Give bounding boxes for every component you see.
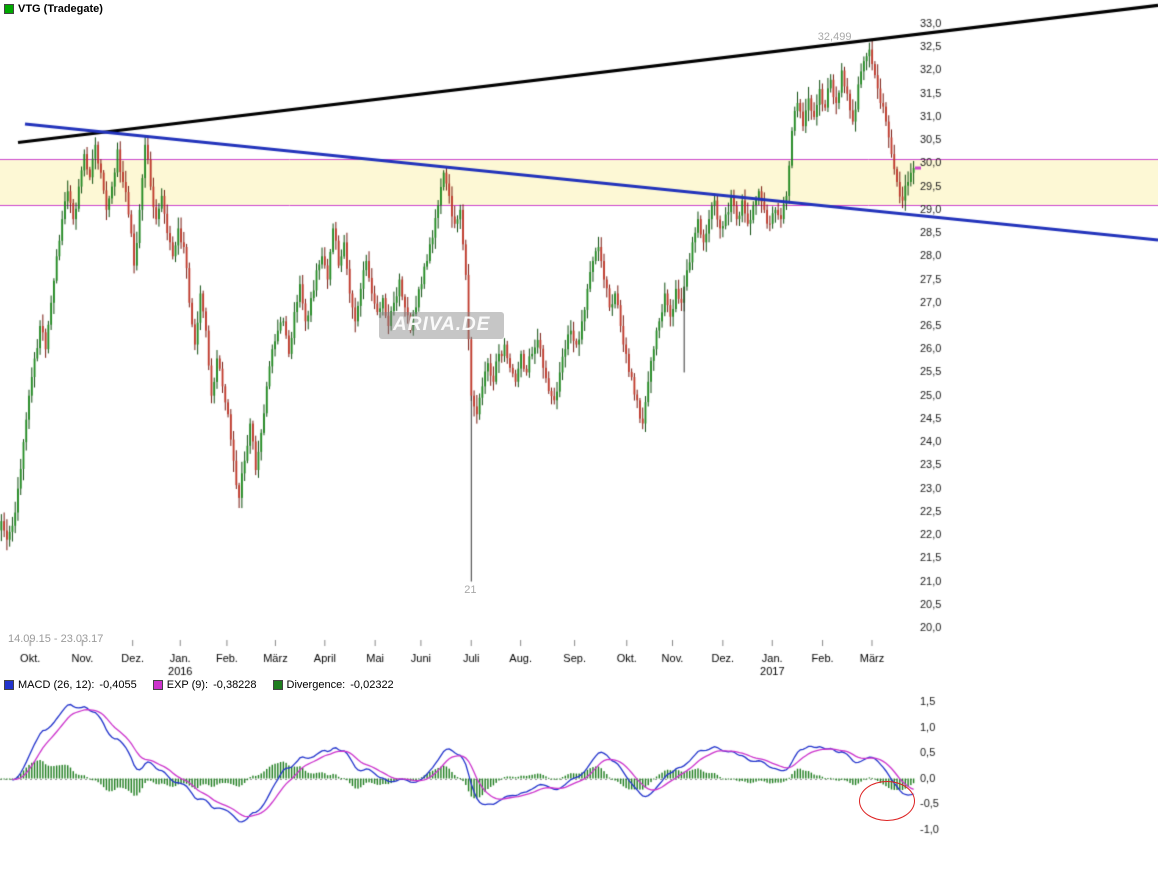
ariva-watermark: ARIVA.DE [379, 312, 505, 339]
macd-swatch [4, 680, 14, 690]
divergence-value: -0,02322 [350, 679, 394, 691]
exp-swatch [152, 680, 163, 690]
macd-legend-item-macd: MACD (26, 12): -0,4055 [4, 679, 137, 691]
price-legend: VTG (Tradegate) [4, 3, 103, 15]
macd-legend-item-exp: EXP (9): -0,38228 [152, 679, 257, 691]
date-range-label: 14.09.15 - 23.03.17 [8, 633, 104, 645]
high-price-label: 32,499 [817, 31, 852, 44]
exp-value: -0,38228 [213, 679, 257, 691]
low-price-label: 21 [464, 583, 477, 596]
divergence-swatch [272, 680, 283, 690]
macd-annotation-circle [858, 780, 915, 821]
macd-legend: MACD (26, 12): -0,4055 EXP (9): -0,38228… [4, 679, 394, 691]
symbol-label: VTG (Tradegate) [18, 3, 103, 15]
macd-legend-item-divergence: Divergence: -0,02322 [272, 679, 394, 691]
series-swatch [4, 4, 14, 14]
divergence-label: Divergence: [286, 679, 346, 691]
macd-label: MACD (26, 12): [18, 679, 95, 691]
exp-label: EXP (9): [166, 679, 209, 691]
macd-value: -0,4055 [99, 679, 137, 691]
